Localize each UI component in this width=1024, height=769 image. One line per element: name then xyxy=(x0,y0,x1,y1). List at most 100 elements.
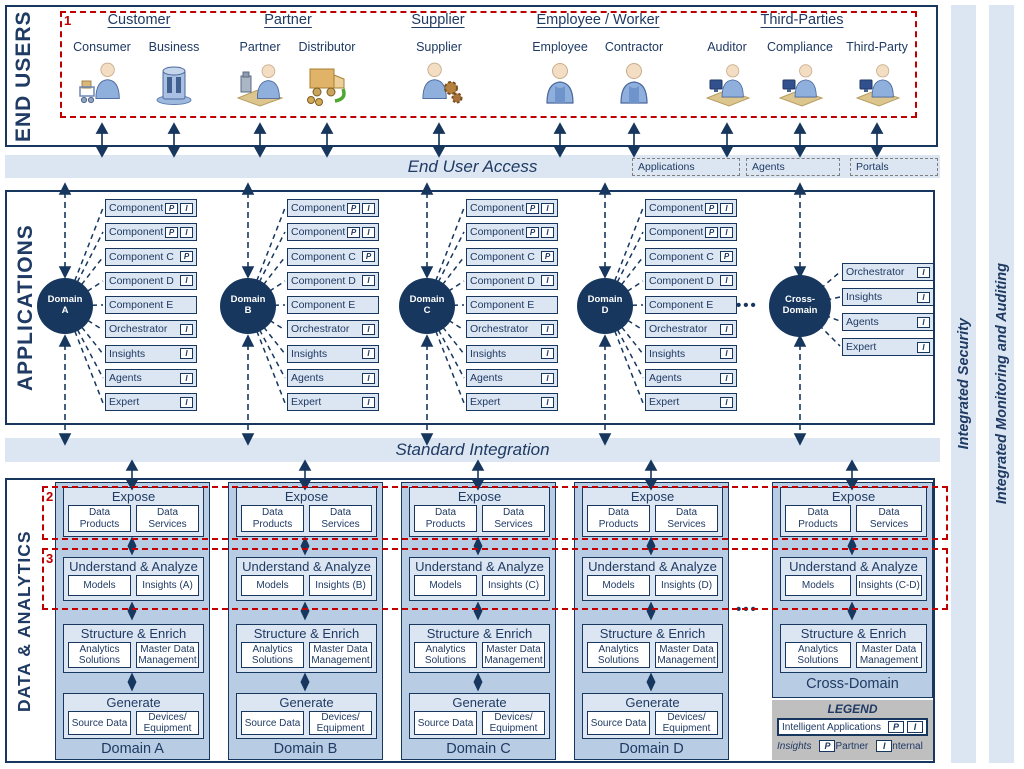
stage-title: Generate xyxy=(452,695,507,710)
component-label: Component C xyxy=(291,250,356,263)
partner-badge: P xyxy=(526,226,539,238)
understand-stage: Understand & Analyze Models Insights (C-D… xyxy=(780,557,927,601)
internal-badge: I xyxy=(362,323,375,335)
marker-2-number: 2 xyxy=(46,489,54,504)
component-label: Insights xyxy=(291,347,328,360)
mdm-cell: Master Data Management xyxy=(655,642,718,668)
partner-badge: P xyxy=(165,226,178,238)
domain-a-components: Component API Component BPI Component CP… xyxy=(105,199,197,412)
component-label: Component C xyxy=(109,250,174,263)
component-box: Orchestrator I xyxy=(842,263,934,281)
stage-title: Structure & Enrich xyxy=(599,626,706,641)
expose-stage: Expose Data Products Data Services xyxy=(582,487,723,537)
component-label: Expert xyxy=(470,396,501,409)
analytics-solutions-cell: Analytics Solutions xyxy=(241,642,304,668)
analytics-solutions-cell: Analytics Solutions xyxy=(587,642,650,668)
mdm-cell: Master Data Management xyxy=(856,642,922,668)
partner-badge: P xyxy=(347,202,360,214)
column-name: Cross-Domain xyxy=(806,676,899,692)
component-box: Component D I xyxy=(466,271,558,290)
component-box: Component BPI xyxy=(645,223,737,242)
component-box: Orchestrator I xyxy=(287,320,379,339)
persona-label: Consumer xyxy=(73,40,131,54)
domain-b-components: Component API Component BPI Component CP… xyxy=(287,199,379,412)
models-cell: Models xyxy=(414,575,477,596)
internal-badge: I xyxy=(720,372,733,384)
distributor-truck-icon xyxy=(305,67,346,107)
internal-badge: I xyxy=(541,226,554,238)
structure-stage: Structure & Enrich Analytics Solutions Ma… xyxy=(409,624,550,673)
models-cell: Models xyxy=(241,575,304,596)
component-label: Component C xyxy=(649,250,714,263)
domain-d-components: Component API Component BPI Component C P… xyxy=(645,199,737,412)
component-label: Insights xyxy=(470,347,507,360)
internal-badge: I xyxy=(180,202,193,214)
models-cell: Models xyxy=(68,575,131,596)
models-cell: Models xyxy=(785,575,851,596)
component-box: Component D I xyxy=(287,271,379,290)
end-users-label: END USERS xyxy=(12,10,35,142)
persona-supplier: Supplier xyxy=(394,40,484,107)
partner-workstation-icon xyxy=(237,64,283,107)
understand-stage: Understand & Analyze Models Insights (D) xyxy=(582,557,723,601)
component-label: Component B xyxy=(470,226,524,239)
stage-title: Structure & Enrich xyxy=(800,626,907,641)
component-box: Orchestrator I xyxy=(105,320,197,339)
devices-cell: Devices/ Equipment xyxy=(309,711,372,736)
component-label: Component E xyxy=(649,299,714,312)
end-users-section xyxy=(5,5,938,147)
group-title-partner: Partner xyxy=(264,12,312,28)
expose-stage: Expose Data Products Data Services xyxy=(236,487,377,537)
component-box: Component E xyxy=(466,296,558,315)
data-column-domain-c: Expose Data Products Data Services Unders… xyxy=(401,482,556,760)
persona-label: Business xyxy=(148,40,200,54)
generate-stage: Generate Source Data Devices/ Equipment xyxy=(582,693,723,739)
partner-badge: P xyxy=(888,721,904,733)
data-analytics-label: DATA & ANALYTICS xyxy=(14,530,34,712)
component-label: Component A xyxy=(470,202,524,214)
component-label: Agents xyxy=(649,372,682,385)
component-box: Expert I xyxy=(287,393,379,412)
internal-badge: I xyxy=(541,348,554,360)
component-label: Insights xyxy=(649,347,686,360)
insights-cell: Insights (C) xyxy=(482,575,545,596)
persona-label: Employee xyxy=(532,40,588,54)
data-services-cell: Data Services xyxy=(136,505,199,532)
data-column-domain-b: Expose Data Products Data Services Unders… xyxy=(228,482,383,760)
data-services-cell: Data Services xyxy=(309,505,372,532)
component-label: Orchestrator xyxy=(109,323,168,336)
generate-stage: Generate Source Data Devices/ Equipment xyxy=(409,693,550,739)
internal-badge: I xyxy=(180,348,193,360)
standard-integration-title: Standard Integration xyxy=(395,440,550,459)
component-box: Insights I xyxy=(287,344,379,363)
stage-title: Expose xyxy=(457,489,502,504)
standard-integration-bar: Standard Integration xyxy=(5,438,940,462)
legend-insights-label: Insights xyxy=(777,740,812,752)
component-label: Expert xyxy=(846,341,877,353)
channel-label: Agents xyxy=(752,161,785,173)
component-box: Component API xyxy=(645,199,737,217)
group-title-third-parties: Third-Parties xyxy=(760,12,844,28)
component-box: Agents I xyxy=(842,313,934,331)
partner-badge: P xyxy=(705,226,718,238)
group-title-supplier: Supplier xyxy=(411,12,465,28)
component-box: Expert I xyxy=(645,393,737,412)
component-label: Component A xyxy=(291,202,345,214)
data-products-cell: Data Products xyxy=(414,505,477,532)
expose-stage: Expose Data Products Data Services xyxy=(63,487,204,537)
component-label: Component D xyxy=(109,274,174,287)
source-data-cell: Source Data xyxy=(68,711,131,736)
compliance-desk-icon xyxy=(779,64,823,107)
understand-stage: Understand & Analyze Models Insights (B) xyxy=(236,557,377,601)
component-box: Insights I xyxy=(645,344,737,363)
persona-label: Supplier xyxy=(416,40,462,54)
component-box: Agents I xyxy=(287,369,379,388)
internal-badge: I xyxy=(180,226,193,238)
internal-badge: I xyxy=(362,348,375,360)
internal-badge: I xyxy=(362,202,375,214)
business-building-icon xyxy=(156,66,192,105)
component-box: Component BPI xyxy=(466,223,558,242)
understand-stage: Understand & Analyze Models Insights (A) xyxy=(63,557,204,601)
cross-domain-components: Orchestrator I Insights I Agents I Expert I xyxy=(842,263,934,356)
component-box: Insights I xyxy=(466,344,558,363)
